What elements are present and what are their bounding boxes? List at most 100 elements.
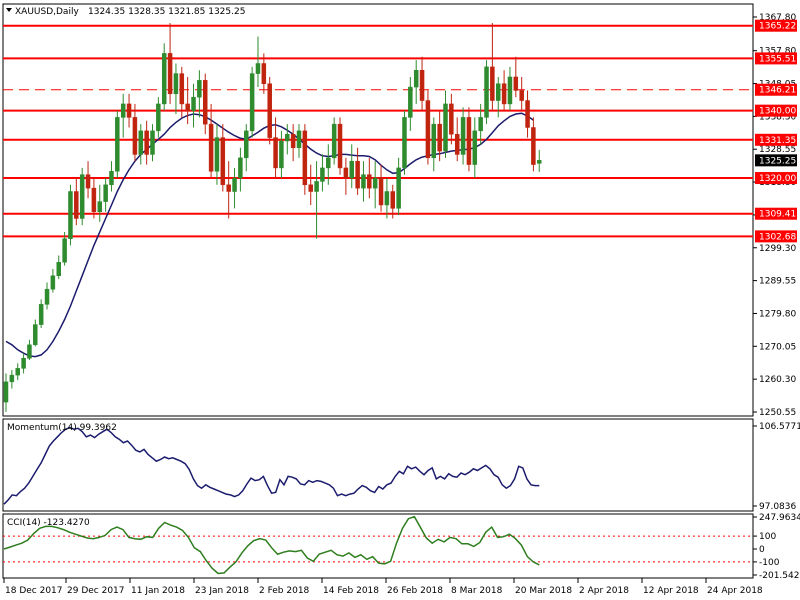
candle — [537, 149, 542, 172]
level-badge — [755, 172, 797, 185]
time-tick-label: 14 Feb 2018 — [323, 586, 379, 596]
momentum-panel — [2, 418, 754, 512]
candle — [79, 167, 85, 226]
candle — [56, 255, 61, 280]
candle — [226, 161, 231, 219]
time-tick-label: 12 Apr 2018 — [643, 586, 699, 596]
cci-tick-label: 0 — [759, 545, 765, 555]
momentum-label: Momentum(14) 99.3962 — [7, 423, 117, 433]
time-tick-label: 29 Dec 2017 — [67, 586, 125, 596]
candle — [378, 164, 384, 212]
candle — [531, 117, 536, 172]
candle — [115, 110, 120, 179]
candle — [202, 73, 208, 135]
level-label: 1309.41 — [759, 210, 796, 220]
price-tick-label: 1270.05 — [759, 342, 796, 352]
candle — [120, 93, 126, 138]
level-badge — [755, 83, 797, 96]
candle — [38, 299, 44, 328]
time-tick-label: 2 Apr 2018 — [579, 586, 629, 596]
momentum-line — [3, 426, 540, 505]
candle — [308, 164, 313, 205]
candle — [320, 154, 325, 192]
cci-label: CCI(14) -123.4270 — [7, 518, 90, 528]
price-tick-label: 1289.55 — [759, 277, 796, 287]
momentum-tick-label: 106.5771 — [759, 422, 800, 432]
candle — [244, 124, 249, 172]
price-tick-label: 1279.80 — [759, 309, 796, 319]
candle — [208, 103, 214, 179]
candle — [62, 231, 67, 266]
candle — [50, 268, 56, 293]
candle — [331, 117, 337, 165]
candle — [425, 90, 431, 165]
time-tick-label: 2 Feb 2018 — [259, 586, 310, 596]
candle — [261, 53, 267, 94]
candle — [472, 117, 478, 179]
cci-line — [3, 515, 540, 575]
cci-tick-label: -201.5429 — [759, 571, 800, 581]
candle — [326, 144, 331, 185]
candle — [214, 124, 220, 185]
candle — [372, 161, 378, 209]
candle — [443, 90, 448, 158]
candle — [408, 76, 413, 131]
candle — [396, 157, 401, 216]
candle — [302, 124, 308, 195]
level-label: 1365.22 — [759, 22, 796, 32]
time-tick-label: 26 Feb 2018 — [387, 586, 443, 596]
level-label: 1340.00 — [759, 107, 796, 117]
candle — [460, 107, 466, 165]
price-panel — [2, 3, 754, 417]
candle — [138, 124, 144, 165]
candle — [495, 76, 501, 118]
candle — [449, 93, 454, 145]
candle — [85, 161, 91, 199]
candle — [179, 66, 185, 118]
candle — [68, 184, 73, 246]
candle — [44, 282, 50, 310]
candle — [132, 103, 138, 162]
candle — [390, 184, 396, 219]
chart-menu-icon[interactable] — [6, 8, 12, 12]
ohlc-readout: 1324.35 1328.35 1321.85 1325.25 — [88, 7, 245, 17]
candle — [490, 23, 495, 111]
candle — [402, 110, 407, 175]
level-badge — [755, 133, 797, 146]
candle — [161, 43, 167, 111]
candle — [384, 178, 390, 219]
level-badge — [755, 19, 797, 32]
candle — [501, 70, 507, 111]
candle — [156, 97, 161, 138]
symbol-timeframe: XAUUSD,Daily — [15, 7, 79, 17]
candle — [167, 23, 173, 104]
candle — [437, 110, 442, 162]
candle — [343, 157, 349, 195]
level-label: 1320.00 — [759, 174, 796, 184]
level-badge — [755, 207, 797, 220]
candle — [255, 36, 261, 88]
level-label: 1346.21 — [759, 86, 796, 96]
candle — [367, 157, 372, 199]
candle — [103, 178, 108, 212]
candle — [507, 66, 513, 111]
candle — [97, 184, 103, 222]
candle — [109, 161, 114, 192]
candle — [525, 90, 530, 138]
candle — [314, 161, 319, 239]
price-tick-label: 1260.30 — [759, 375, 796, 385]
level-badge — [755, 104, 797, 117]
candle — [413, 60, 419, 104]
candle — [273, 117, 278, 179]
candle — [15, 363, 20, 381]
candle — [238, 147, 243, 192]
candle — [478, 103, 483, 145]
current-price-badge — [755, 154, 797, 167]
current-price-label: 1325.25 — [759, 156, 796, 166]
candle — [279, 130, 284, 179]
candle — [144, 120, 149, 165]
cci-tick-label: 100 — [759, 532, 776, 542]
candle — [197, 70, 202, 118]
price-tick-label: 1250.55 — [759, 408, 796, 418]
